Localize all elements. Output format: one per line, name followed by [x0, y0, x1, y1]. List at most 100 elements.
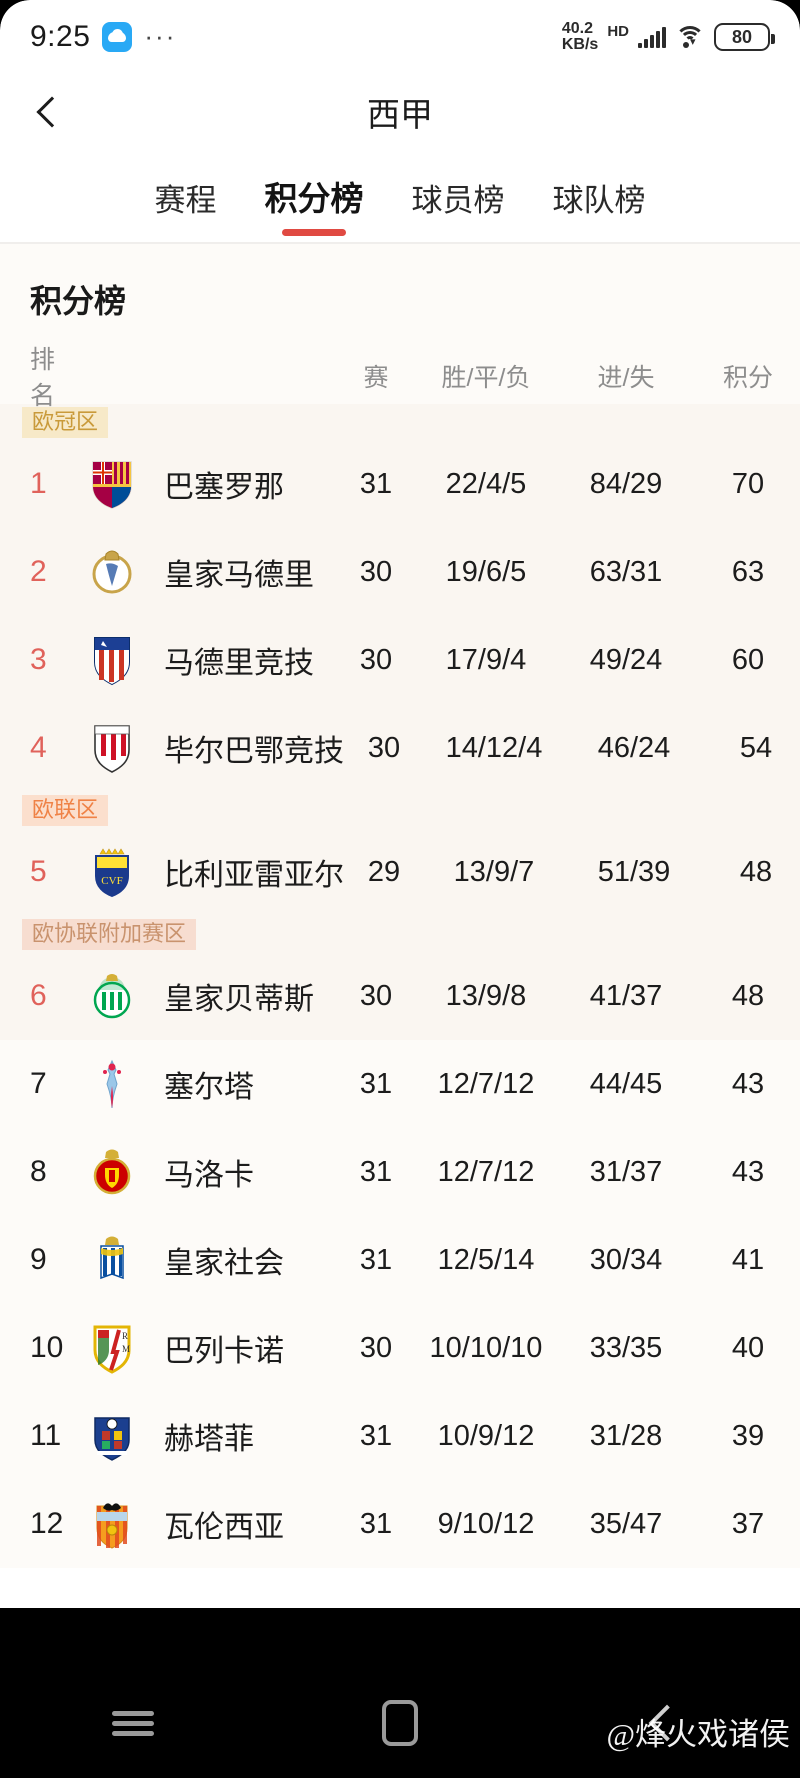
zone-band: 欧冠区	[0, 404, 800, 440]
row-rank: 1	[30, 467, 47, 500]
column-header-played: 赛	[363, 364, 389, 392]
row-played: 31	[359, 1243, 393, 1276]
home-button[interactable]	[340, 1693, 460, 1753]
standings-board: 积分榜 排名 赛 胜/平/负 进/失 积分 欧冠区 1 巴塞罗那 31 22/4/5 84…	[0, 244, 800, 1568]
row-rank: 11	[30, 1419, 62, 1452]
watermark: @烽火戏诸侯	[606, 1717, 790, 1752]
tab-label: 赛程	[154, 183, 217, 218]
row-team-name: 赫塔菲	[164, 1423, 254, 1456]
table-row[interactable]: 11 赫塔菲 31 10/9/12 31/28 39	[0, 1392, 800, 1480]
cloud-icon	[102, 22, 133, 52]
menu-icon	[112, 1706, 155, 1741]
table-row[interactable]: 9 皇家社会 31 12/5/14 30/34 41	[0, 1216, 800, 1304]
network-speed-unit: KB/s	[561, 36, 599, 53]
table-row[interactable]: 12 瓦伦西亚 31 9/10/12 35/47 37	[0, 1480, 800, 1568]
row-goals: 41/37	[589, 979, 663, 1012]
table-row[interactable]: 4 毕尔巴鄂竞技 30 14/12/4 46/24 54	[0, 704, 800, 792]
tab-3[interactable]: 球员榜	[388, 175, 529, 236]
home-icon	[381, 1700, 418, 1746]
tab-label: 积分榜	[264, 180, 364, 217]
row-goals: 63/31	[589, 555, 663, 588]
team-crest-icon	[74, 546, 150, 598]
row-points: 39	[731, 1419, 765, 1452]
hd-label: HD	[607, 22, 629, 40]
row-points: 48	[739, 855, 773, 888]
row-wdl: 12/7/12	[437, 1067, 535, 1100]
row-team-name: 巴塞罗那	[164, 471, 284, 504]
row-goals: 51/39	[597, 855, 671, 888]
row-points: 48	[731, 979, 765, 1012]
row-wdl: 17/9/4	[445, 643, 527, 676]
table-row[interactable]: 7 塞尔塔 31 12/7/12 44/45 43	[0, 1040, 800, 1128]
team-crest-icon	[74, 1058, 150, 1110]
row-goals: 33/35	[589, 1331, 663, 1364]
battery-icon: 80	[714, 23, 775, 51]
row-points: 40	[731, 1331, 765, 1364]
row-team-name: 皇家贝蒂斯	[164, 983, 314, 1016]
table-row[interactable]: 8 马洛卡 31 12/7/12 31/37 43	[0, 1128, 800, 1216]
row-played: 31	[359, 1155, 393, 1188]
table-row[interactable]: 1 巴塞罗那 31 22/4/5 84/29 70	[0, 440, 800, 528]
row-team-name: 比利亚雷亚尔	[164, 859, 344, 892]
row-goals: 30/34	[589, 1243, 663, 1276]
row-rank: 10	[30, 1331, 64, 1364]
row-wdl: 9/10/12	[437, 1507, 535, 1540]
team-crest-icon	[74, 1234, 150, 1286]
svg-text:M: M	[122, 1344, 130, 1354]
team-crest-icon	[74, 458, 150, 510]
zone-badge-uecl: 欧协联附加赛区	[22, 918, 197, 950]
row-points: 60	[731, 643, 765, 676]
row-goals: 31/37	[589, 1155, 663, 1188]
tab-divider	[0, 242, 800, 244]
status-bar-left: 9:25 ···	[30, 20, 176, 54]
team-crest-icon	[74, 970, 150, 1022]
svg-text:CVF: CVF	[101, 875, 122, 887]
row-rank: 5	[30, 855, 47, 888]
zone-badge-uel: 欧联区	[22, 794, 109, 826]
row-team-name: 塞尔塔	[164, 1071, 254, 1104]
row-played: 30	[359, 1331, 393, 1364]
row-played: 31	[359, 467, 393, 500]
row-goals: 35/47	[589, 1507, 663, 1540]
tab-1[interactable]: 赛程	[131, 175, 241, 236]
status-bar-right: 40.2 KB/s HD ▾ 80	[561, 20, 775, 54]
row-goals: 49/24	[589, 643, 663, 676]
bottom-spacer	[0, 1568, 800, 1608]
table-row[interactable]: 3 马德里竞技 30 17/9/4 49/24 60	[0, 616, 800, 704]
tab-2[interactable]: 积分榜	[241, 172, 388, 236]
row-goals: 46/24	[597, 731, 671, 764]
recents-button[interactable]	[73, 1693, 193, 1753]
row-played: 31	[359, 1419, 393, 1452]
row-wdl: 10/9/12	[437, 1419, 535, 1452]
row-points: 54	[739, 731, 773, 764]
tab-4[interactable]: 球队榜	[529, 175, 670, 236]
row-points: 63	[731, 555, 765, 588]
zone-badge-ucl: 欧冠区	[22, 406, 109, 438]
tab-label: 球队榜	[552, 183, 646, 218]
team-crest-icon	[74, 1146, 150, 1198]
svg-text:R: R	[122, 1331, 128, 1341]
row-rank: 4	[30, 731, 47, 764]
row-wdl: 14/12/4	[445, 731, 543, 764]
wifi-icon: ▾	[675, 26, 705, 48]
row-wdl: 13/9/7	[453, 855, 535, 888]
network-speed: 40.2 KB/s	[561, 20, 599, 54]
row-played: 30	[359, 979, 393, 1012]
row-rank: 2	[30, 555, 47, 588]
table-row[interactable]: 10 R M 巴列卡诺 30 10/10/10 33/35 40	[0, 1304, 800, 1392]
table-row[interactable]: 5 CVF 比利亚雷亚尔 29 13/9/7 51/39 48	[0, 828, 800, 916]
row-wdl: 10/10/10	[429, 1331, 543, 1364]
standings-table: 欧冠区 1 巴塞罗那 31 22/4/5 84/29 70 2 皇家马德里 30 19/6/5 63/…	[0, 404, 800, 1568]
row-points: 70	[731, 467, 765, 500]
row-played: 30	[359, 643, 393, 676]
row-goals: 84/29	[589, 467, 663, 500]
app-header: 西甲	[0, 74, 800, 150]
table-row[interactable]: 2 皇家马德里 30 19/6/5 63/31 63	[0, 528, 800, 616]
row-goals: 31/28	[589, 1419, 663, 1452]
tab-active-underline	[282, 229, 346, 236]
zone-band: 欧联区	[0, 792, 800, 828]
row-team-name: 马德里竞技	[164, 647, 314, 680]
team-crest-icon	[74, 1410, 150, 1462]
table-row[interactable]: 6 皇家贝蒂斯 30 13/9/8 41/37 48	[0, 952, 800, 1040]
